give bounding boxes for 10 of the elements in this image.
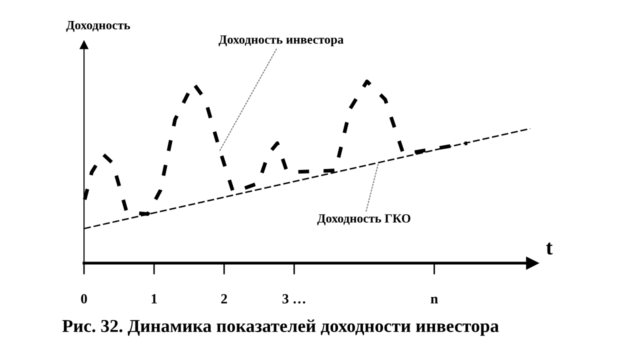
text: Доходность ГКО bbox=[317, 214, 410, 226]
x-tick-label: n bbox=[430, 296, 438, 304]
x-tick-label: 1 bbox=[152, 294, 157, 304]
y-axis-title: Доходность bbox=[66, 21, 130, 32]
text: Рис. 32. Динамика показателей доходности инвестора bbox=[62, 320, 499, 336]
x-tick-label: 3 … bbox=[282, 294, 306, 304]
text: Доходность инвестора bbox=[218, 35, 344, 46]
x-tick-label: 0 bbox=[81, 294, 87, 304]
x-tick-label: 2 bbox=[221, 294, 227, 304]
x-axis-title: t bbox=[546, 242, 553, 255]
